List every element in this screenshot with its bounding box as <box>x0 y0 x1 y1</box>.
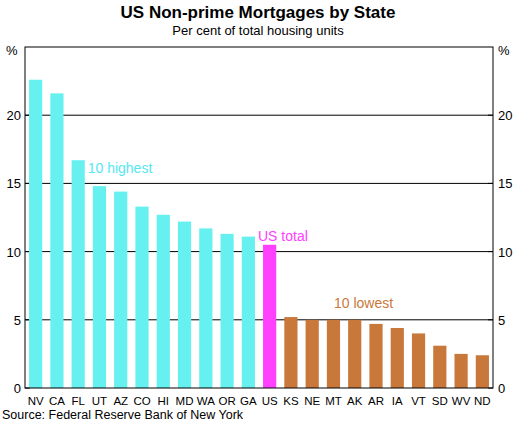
bar <box>72 160 85 388</box>
source: Source: Federal Reserve Bank of New York <box>2 408 244 422</box>
page: {"chart_data": {"type": "bar", "title": … <box>0 0 516 426</box>
bar <box>242 237 255 388</box>
bar <box>93 186 106 388</box>
x-tick-label: WV <box>452 395 471 407</box>
bar <box>369 324 382 388</box>
x-tick-label: HI <box>158 395 170 407</box>
x-tick-label: AK <box>347 395 363 407</box>
bar <box>476 355 489 388</box>
y2-tick <box>488 115 493 116</box>
x-tick-label: UT <box>92 395 107 407</box>
x-tick-label: NE <box>304 395 320 407</box>
y2-tick-label: 5 <box>498 313 505 328</box>
x-tick-label: VT <box>411 395 426 407</box>
y2-tick <box>488 319 493 320</box>
bar <box>114 192 127 388</box>
y2-tick <box>488 251 493 252</box>
x-tick-label: OR <box>218 395 235 407</box>
y-axis-label: % <box>6 43 18 58</box>
y2-axis-label: % <box>498 43 510 58</box>
bars <box>29 80 489 388</box>
bar <box>348 320 361 388</box>
x-tick-label: ND <box>474 395 491 407</box>
annotation: 10 highest <box>88 160 153 176</box>
annotation: 10 lowest <box>334 295 393 311</box>
bar <box>284 317 297 388</box>
annotation: US total <box>258 228 308 244</box>
bar <box>433 346 446 388</box>
grid-line <box>25 115 493 116</box>
bar <box>199 228 212 388</box>
x-tick-label: IA <box>392 395 403 407</box>
y2-tick-label: 20 <box>498 108 512 123</box>
bar <box>50 93 63 388</box>
x-tick-label: GA <box>240 395 257 407</box>
y-tick-label: 5 <box>14 313 21 328</box>
y2-tick-label: 0 <box>498 381 505 396</box>
x-tick-label: NV <box>28 395 44 407</box>
bar <box>220 234 233 388</box>
bar <box>263 245 276 388</box>
x-tick-label: MT <box>325 395 342 407</box>
y-tick-label: 15 <box>7 176 21 191</box>
plot-frame <box>25 47 493 388</box>
bar <box>157 215 170 388</box>
bar <box>29 80 42 388</box>
y-tick-label: 0 <box>14 381 21 396</box>
subtitle: Per cent of total housing units <box>172 23 344 38</box>
x-tick-label: CA <box>49 395 65 407</box>
bar <box>412 333 425 388</box>
y2-tick-label: 15 <box>498 176 512 191</box>
y2-tick <box>488 183 493 184</box>
x-tick-label: KS <box>283 395 299 407</box>
x-tick-label: CO <box>133 395 150 407</box>
chart: US Non-prime Mortgages by StatePer cent … <box>0 0 516 426</box>
title: US Non-prime Mortgages by State <box>121 3 396 22</box>
x-tick-label: AR <box>368 395 384 407</box>
bar <box>327 320 340 388</box>
x-tick-label: MD <box>176 395 194 407</box>
grid-line <box>25 183 493 184</box>
y-tick-label: 20 <box>7 108 21 123</box>
x-tick-label: AZ <box>113 395 128 407</box>
bar <box>391 328 404 388</box>
x-tick-label: WA <box>197 395 215 407</box>
bar <box>454 354 467 388</box>
x-tick-label: US <box>262 395 278 407</box>
x-tick-label: FL <box>71 395 85 407</box>
bar <box>306 320 319 388</box>
y2-tick-label: 10 <box>498 245 512 260</box>
y-tick-label: 10 <box>7 245 21 260</box>
x-tick-label: SD <box>432 395 448 407</box>
bar <box>178 222 191 388</box>
bar <box>135 207 148 388</box>
